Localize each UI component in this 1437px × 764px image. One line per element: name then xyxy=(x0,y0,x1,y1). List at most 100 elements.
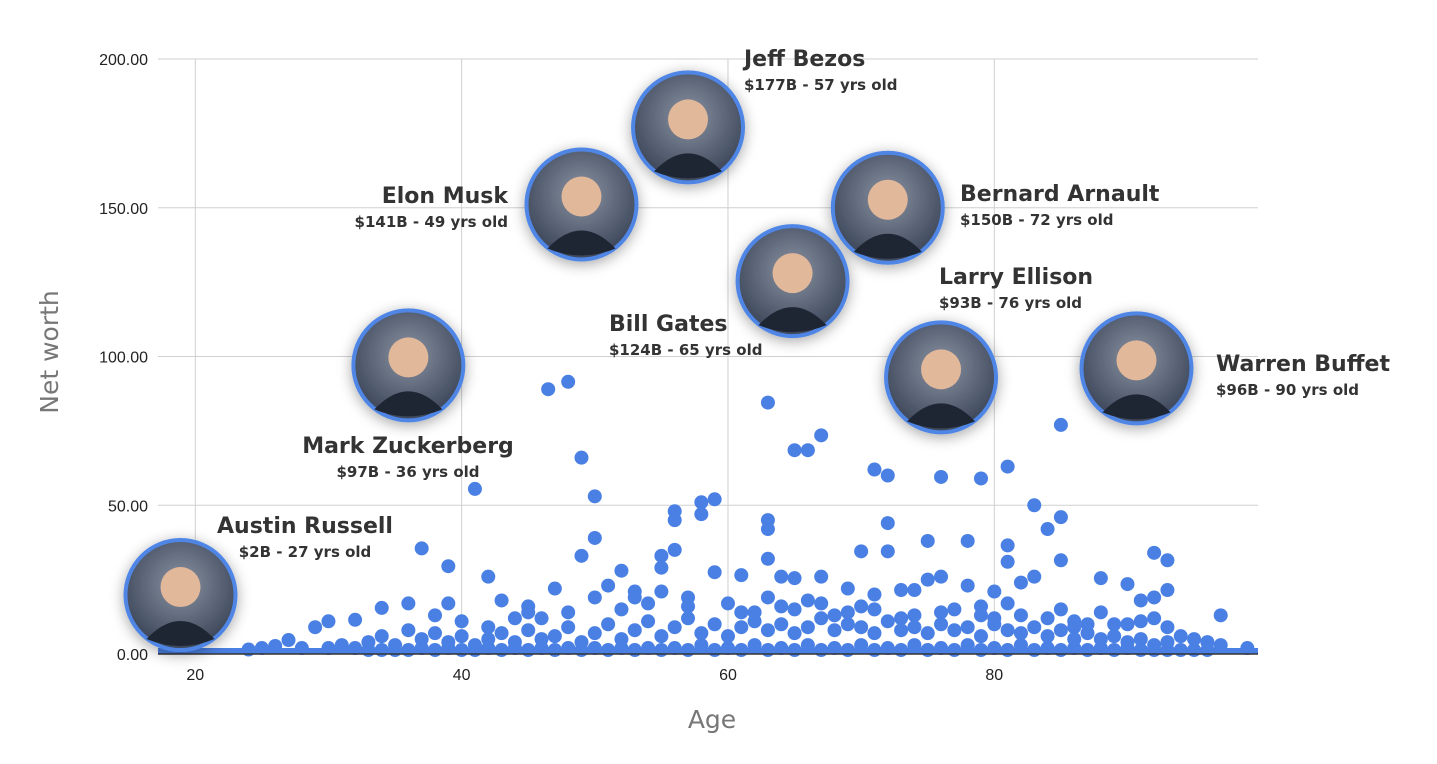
data-point xyxy=(734,568,749,583)
data-point xyxy=(960,620,975,635)
person-name: Warren Buffet xyxy=(1216,352,1390,377)
person-marker: Warren Buffet $96B - 90 yrs old xyxy=(1079,311,1390,426)
data-point xyxy=(960,578,975,593)
data-point xyxy=(814,611,829,626)
data-point xyxy=(1000,623,1015,638)
data-point xyxy=(454,614,469,629)
person-detail: $96B - 90 yrs old xyxy=(1216,381,1359,399)
person-icon xyxy=(388,337,429,378)
data-point xyxy=(627,590,642,605)
data-point xyxy=(787,602,802,617)
data-point xyxy=(840,581,855,596)
data-point xyxy=(814,428,829,443)
data-point xyxy=(614,563,629,578)
data-point xyxy=(907,608,922,623)
data-point xyxy=(987,584,1002,599)
data-point xyxy=(974,471,989,486)
data-point xyxy=(814,569,829,584)
person-name: Jeff Bezos xyxy=(742,47,865,72)
highlighted-people: Jeff Bezos $177B - 57 yrs old Elon Musk $14… xyxy=(123,47,1390,653)
person-marker: Bill Gates $124B - 65 yrs old xyxy=(609,224,850,359)
data-point xyxy=(521,623,536,638)
data-point xyxy=(641,614,656,629)
data-point xyxy=(707,617,722,632)
data-point xyxy=(827,623,842,638)
dense-band xyxy=(158,648,1258,654)
data-point xyxy=(934,605,949,620)
data-point xyxy=(920,572,935,587)
data-point xyxy=(1173,629,1188,644)
data-point xyxy=(720,629,735,644)
data-point xyxy=(760,522,775,537)
data-point xyxy=(654,548,669,563)
data-point xyxy=(707,565,722,580)
data-point xyxy=(947,602,962,617)
data-point xyxy=(854,620,869,635)
data-point xyxy=(507,611,522,626)
data-point xyxy=(934,617,949,632)
data-point xyxy=(1053,510,1068,525)
data-point xyxy=(1013,575,1028,590)
person-name: Mark Zuckerberg xyxy=(302,434,514,459)
data-point xyxy=(694,626,709,641)
data-point xyxy=(907,583,922,598)
data-point xyxy=(1053,602,1068,617)
data-point xyxy=(974,599,989,614)
data-point xyxy=(454,629,469,644)
x-tick-label: 40 xyxy=(453,667,471,684)
person-detail: $93B - 76 yrs old xyxy=(939,294,1082,312)
data-point xyxy=(681,611,696,626)
x-axis-title: Age xyxy=(688,705,736,734)
data-point xyxy=(720,596,735,611)
data-point xyxy=(760,623,775,638)
data-point xyxy=(760,395,775,410)
data-point xyxy=(667,620,682,635)
person-detail: $124B - 65 yrs old xyxy=(609,341,762,359)
data-point xyxy=(654,560,669,575)
data-point xyxy=(787,571,802,586)
data-point xyxy=(787,443,802,458)
data-point xyxy=(681,599,696,614)
data-point xyxy=(800,443,815,458)
data-point xyxy=(1107,629,1122,644)
data-point xyxy=(1107,617,1122,632)
data-point xyxy=(374,629,389,644)
person-marker: Mark Zuckerberg $97B - 36 yrs old xyxy=(302,308,514,481)
data-point xyxy=(840,605,855,620)
person-marker: Jeff Bezos $177B - 57 yrs old xyxy=(631,47,897,185)
data-point xyxy=(920,533,935,548)
data-point xyxy=(774,569,789,584)
data-points xyxy=(158,374,1258,657)
data-point xyxy=(427,626,442,641)
data-point xyxy=(441,559,456,574)
person-body-icon xyxy=(907,403,976,429)
data-point xyxy=(867,602,882,617)
person-icon xyxy=(668,99,709,140)
data-point xyxy=(1027,620,1042,635)
data-point xyxy=(401,596,416,611)
data-point xyxy=(867,587,882,602)
person-body-icon xyxy=(146,621,215,647)
data-point xyxy=(760,551,775,566)
data-point xyxy=(667,542,682,557)
data-point xyxy=(827,608,842,623)
data-point xyxy=(880,516,895,531)
data-point xyxy=(840,617,855,632)
data-point xyxy=(481,620,496,635)
data-point xyxy=(1027,569,1042,584)
data-point xyxy=(694,495,709,510)
data-point xyxy=(574,548,589,563)
data-point xyxy=(854,544,869,559)
data-point xyxy=(1160,620,1175,635)
data-point xyxy=(1093,571,1108,586)
data-point xyxy=(481,569,496,584)
data-point xyxy=(1040,611,1055,626)
data-point xyxy=(1053,417,1068,432)
y-tick-label: 0.00 xyxy=(117,647,148,664)
person-marker: Larry Ellison $93B - 76 yrs old xyxy=(884,265,1093,435)
data-point xyxy=(1160,583,1175,598)
data-point xyxy=(1147,611,1162,626)
data-point xyxy=(854,599,869,614)
data-point xyxy=(1000,538,1015,553)
person-icon xyxy=(1116,340,1157,381)
